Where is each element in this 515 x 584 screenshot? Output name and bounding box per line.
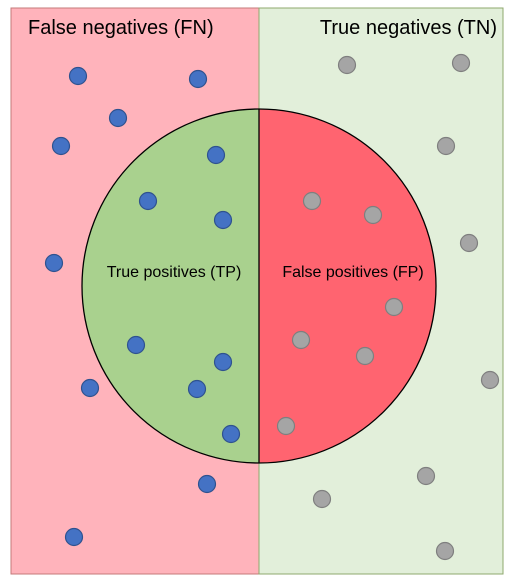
true-negatives-label: True negatives (TN)	[320, 17, 497, 39]
negative-dot	[451, 53, 471, 73]
negative-dot	[384, 297, 404, 317]
false-positives-half-circle	[259, 109, 436, 463]
positive-dot	[138, 191, 158, 211]
positive-dot	[206, 145, 226, 165]
positive-dot	[44, 253, 64, 273]
false-positives-label: False positives (FP)	[282, 264, 423, 281]
positive-dot	[80, 378, 100, 398]
negative-dot	[416, 466, 436, 486]
positive-dot	[68, 66, 88, 86]
negative-dot	[435, 541, 455, 561]
true-positives-label: True positives (TP)	[107, 264, 242, 281]
false-negatives-label: False negatives (FN)	[28, 17, 214, 39]
positive-dot	[64, 527, 84, 547]
negative-dot	[436, 136, 456, 156]
negative-dot	[291, 330, 311, 350]
positive-dot	[197, 474, 217, 494]
negative-dot	[276, 416, 296, 436]
positive-dot	[108, 108, 128, 128]
negative-dot	[337, 55, 357, 75]
positive-dot	[126, 335, 146, 355]
true-positives-half-circle	[82, 109, 259, 463]
negative-dot	[355, 346, 375, 366]
negative-dot	[480, 370, 500, 390]
positive-dot	[51, 136, 71, 156]
positive-dot	[188, 69, 208, 89]
positive-dot	[187, 379, 207, 399]
positive-dot	[221, 424, 241, 444]
data-points	[44, 53, 500, 561]
negative-dot	[459, 233, 479, 253]
negative-dot	[302, 191, 322, 211]
positive-dot	[213, 352, 233, 372]
positive-dot	[213, 210, 233, 230]
negative-dot	[363, 205, 383, 225]
negative-dot	[312, 489, 332, 509]
